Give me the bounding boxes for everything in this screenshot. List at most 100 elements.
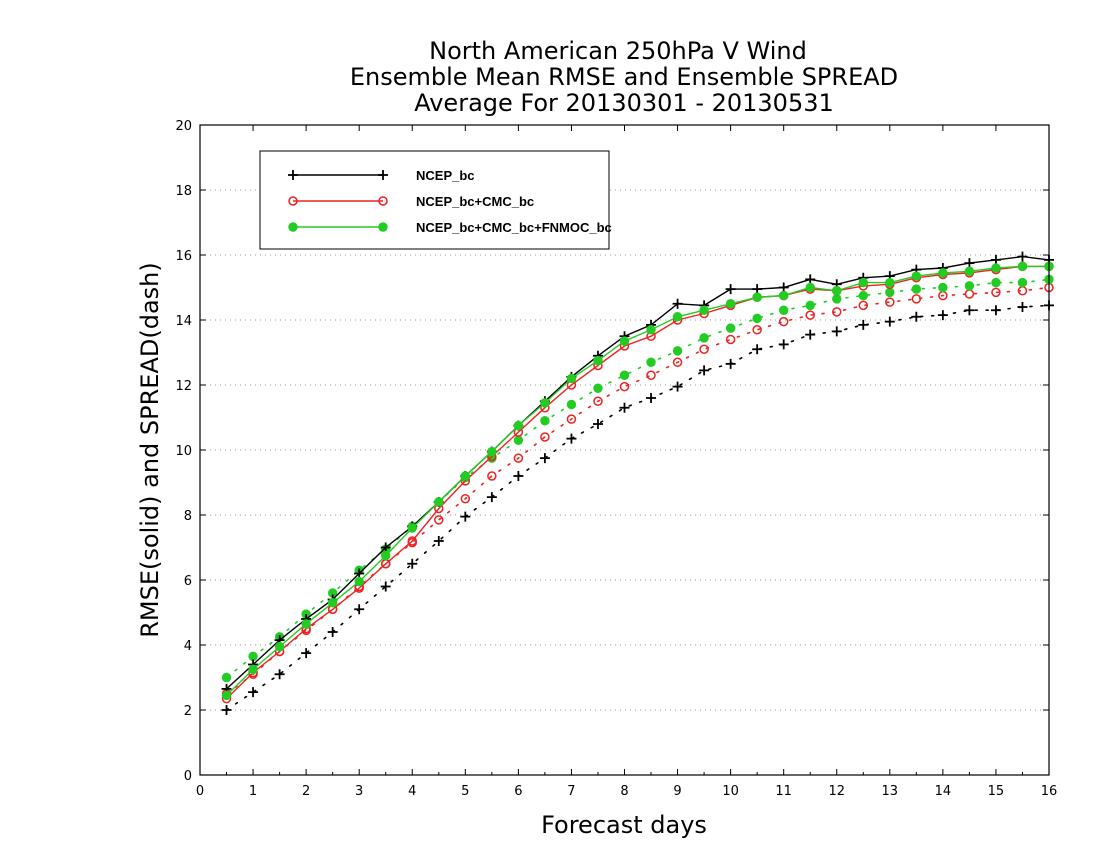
legend-entry-3: NCEP_bc+CMC_bc+FNMOC_bc <box>288 220 612 235</box>
series-1-spread-line <box>225 304 1050 711</box>
series-3-rmse-point <box>964 266 975 276</box>
series-3-spread-point <box>672 346 683 356</box>
series-1-rmse <box>221 251 1054 694</box>
series-3-rmse-point <box>540 398 550 408</box>
series-2-spread-point <box>540 432 550 442</box>
series-3-rmse-point <box>619 336 630 346</box>
series-3-rmse-point <box>221 690 232 701</box>
series-2-spread-point <box>513 453 524 463</box>
series-3-rmse-point <box>1017 261 1028 272</box>
series-3-spread-point <box>752 313 762 324</box>
y-tick-label: 12 <box>175 379 192 394</box>
y-tick-label: 18 <box>175 184 192 199</box>
series-2-spread-point <box>832 307 842 317</box>
series-2-spread-point <box>858 300 869 311</box>
series-3-spread-point <box>699 333 709 343</box>
series-1-spread <box>221 300 1054 715</box>
series-3-rmse-point <box>301 619 311 629</box>
series-1-rmse-point <box>964 258 975 269</box>
series-3-spread-point <box>725 323 736 333</box>
series-3-spread-point <box>619 370 630 380</box>
series-1-spread-point <box>646 393 657 403</box>
legend: NCEP_bc NCEP_bc+CMC_bc NCEP_bc+CMC_bc+FNMO… <box>259 150 612 250</box>
legend-marker <box>378 222 388 232</box>
series-3-rmse-point <box>434 497 444 507</box>
series-3-spread-point <box>858 290 868 301</box>
x-tick-label: 11 <box>775 784 792 799</box>
series-1-rmse-point <box>778 282 789 293</box>
series-2-spread-point <box>434 515 444 525</box>
series-3-spread-point <box>991 277 1001 288</box>
series-3-rmse-point <box>832 286 842 296</box>
x-tick-label: 9 <box>673 784 681 799</box>
legend-marker <box>288 196 298 206</box>
series-1-spread-point <box>672 381 683 392</box>
series-2-spread-point <box>619 381 630 392</box>
series-3-rmse-point <box>911 271 922 281</box>
series-1-spread-point <box>831 326 842 337</box>
series-3-rmse-point <box>938 268 948 278</box>
legend-marker <box>288 170 298 180</box>
series-2-spread-point <box>566 414 577 424</box>
series-2-spread-point <box>646 370 656 380</box>
series-3-spread-point <box>885 287 895 298</box>
x-tick-label: 7 <box>567 784 575 799</box>
series-3-spread-point <box>778 305 789 315</box>
series-3-rmse-point <box>885 277 895 288</box>
legend-entry-1: NCEP_bc <box>288 168 475 183</box>
series-3-spread-point <box>221 672 232 683</box>
grid <box>200 189 1049 711</box>
chart-title-line-3: Average For 20130301 - 20130531 <box>414 89 834 117</box>
series-3-rmse-point <box>274 641 285 652</box>
series-3-spread-point <box>593 383 603 393</box>
series-2-spread-point <box>487 471 497 481</box>
y-tick-label: 6 <box>184 574 192 589</box>
series-1-rmse-point <box>354 568 365 579</box>
series-1-spread-point <box>221 705 232 715</box>
series-3-spread-point <box>248 651 258 662</box>
series-2-rmse <box>221 261 1054 704</box>
series-3-rmse-point <box>407 523 417 533</box>
legend-marker <box>378 170 388 180</box>
series-1-spread-point <box>911 311 922 322</box>
x-tick-label: 8 <box>620 784 628 799</box>
series-3-spread-point <box>964 281 975 291</box>
series-1-rmse-point <box>752 284 763 295</box>
series-1-spread-point <box>327 627 338 637</box>
y-tick-label: 10 <box>175 444 192 459</box>
y-tick-label: 4 <box>184 639 192 654</box>
x-tick-label: 2 <box>302 784 310 799</box>
series-3-rmse-point <box>699 305 709 315</box>
series-3-rmse-point <box>487 446 497 457</box>
series-1-spread-point <box>937 310 948 321</box>
series-3-rmse-point <box>725 299 736 309</box>
series-1-spread-point <box>460 511 471 522</box>
x-tick-label: 6 <box>514 784 522 799</box>
series-3-rmse-point <box>646 325 656 335</box>
series-1-spread-point <box>407 558 418 569</box>
series-3-spread-point <box>566 399 577 410</box>
series-2-spread-point <box>752 325 762 335</box>
series-2-spread-point <box>964 289 975 299</box>
series-3-spread-point <box>911 284 922 294</box>
series-3-spread-point <box>540 416 550 426</box>
series-layer <box>221 251 1054 715</box>
legend-marker <box>378 196 388 206</box>
series-1-spread-point <box>1017 302 1028 312</box>
series-1-rmse-point <box>1017 251 1028 262</box>
series-1-spread-point <box>990 305 1001 316</box>
series-1-spread-point <box>619 402 630 413</box>
series-3-rmse-point <box>354 576 364 587</box>
y-tick-label: 0 <box>184 769 192 784</box>
x-axis-label: Forecast days <box>541 811 707 839</box>
series-3-spread-point <box>938 282 948 293</box>
series-1-rmse-point <box>672 298 683 309</box>
series-1-spread-point <box>513 471 524 481</box>
legend-box <box>259 150 610 250</box>
legend-label: NCEP_bc+CMC_bc+FNMOC_bc <box>416 220 612 235</box>
x-tick-label: 4 <box>408 784 416 799</box>
series-3-rmse-point <box>805 282 815 293</box>
series-2-spread-point <box>699 344 709 354</box>
